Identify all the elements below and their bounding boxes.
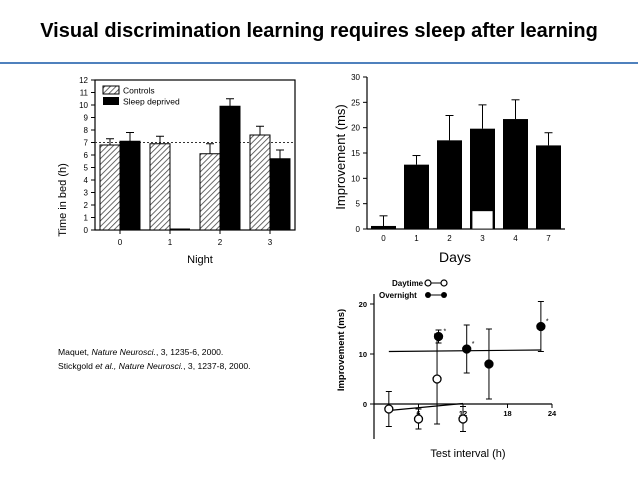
y-tick-label: 0 bbox=[84, 226, 89, 235]
x-tick-label: 3 bbox=[268, 238, 273, 247]
x-tick-label: 7 bbox=[546, 234, 551, 243]
point-overnight bbox=[484, 359, 494, 369]
error-bar bbox=[256, 125, 264, 135]
y-tick-label: 12 bbox=[79, 76, 88, 85]
y-tick-label: 5 bbox=[356, 200, 361, 209]
error-bar bbox=[206, 143, 214, 154]
x-axis-label: Night bbox=[187, 254, 213, 266]
point-daytime bbox=[384, 404, 394, 414]
bar-sleep-deprived bbox=[170, 228, 190, 230]
x-tick-label: 24 bbox=[548, 409, 557, 418]
x-axis-label: Test interval (h) bbox=[430, 448, 505, 460]
legend-swatch-sleep-deprived bbox=[103, 97, 119, 105]
x-tick-label: 0 bbox=[118, 238, 123, 247]
bar bbox=[404, 164, 429, 229]
bar bbox=[437, 140, 462, 229]
x-tick-label: 18 bbox=[503, 409, 511, 418]
open-bar bbox=[471, 210, 494, 230]
error-bar bbox=[544, 132, 553, 146]
error-bar bbox=[511, 99, 520, 120]
y-tick-label: 2 bbox=[84, 201, 89, 210]
reference-2: Stickgold et al., Nature Neurosci., 3, 1… bbox=[58, 361, 251, 371]
bar-controls bbox=[199, 153, 221, 231]
x-axis-label: Days bbox=[439, 249, 471, 265]
y-tick-label: 10 bbox=[351, 174, 360, 183]
y-tick-label: 20 bbox=[359, 300, 367, 309]
x-tick-label: 1 bbox=[168, 238, 173, 247]
x-tick-label: 2 bbox=[218, 238, 223, 247]
x-tick-label: 3 bbox=[480, 234, 485, 243]
y-tick-label: 6 bbox=[84, 151, 89, 160]
significance-marker: * bbox=[444, 329, 447, 336]
legend-label-sleep-deprived: Sleep deprived bbox=[123, 97, 180, 107]
legend-label-daytime: Daytime bbox=[392, 279, 424, 288]
bar bbox=[536, 145, 561, 229]
error-bar bbox=[156, 135, 164, 144]
y-tick-label: 0 bbox=[363, 400, 367, 409]
y-tick-label: 9 bbox=[84, 114, 89, 123]
point-overnight bbox=[536, 321, 546, 332]
significance-marker: * bbox=[546, 319, 549, 326]
y-tick-label: 3 bbox=[84, 189, 89, 198]
title-rule bbox=[0, 62, 638, 64]
point-overnight bbox=[462, 344, 472, 354]
point-daytime bbox=[432, 374, 442, 384]
point-daytime bbox=[413, 414, 424, 424]
error-bar bbox=[126, 132, 134, 142]
error-bar bbox=[412, 155, 421, 165]
y-tick-label: 4 bbox=[84, 176, 89, 185]
y-tick-label: 10 bbox=[79, 101, 88, 110]
improvement-days-chart: 0 5 10 15 20 25 30 0 1 2 3 4 7 Improvement (ms) Days bbox=[333, 73, 565, 265]
error-bar bbox=[478, 190, 487, 211]
bar bbox=[503, 119, 528, 229]
significance-marker: * bbox=[472, 341, 475, 348]
error-bar bbox=[226, 98, 234, 107]
legend-label-overnight: Overnight bbox=[379, 291, 417, 300]
bar-controls bbox=[99, 144, 121, 231]
bar-sleep-deprived bbox=[119, 140, 141, 231]
error-bar bbox=[445, 115, 454, 141]
y-tick-label: 25 bbox=[351, 98, 360, 107]
bar-sleep-deprived bbox=[219, 105, 241, 231]
point-overnight bbox=[433, 331, 444, 342]
legend-swatch-controls bbox=[102, 85, 120, 95]
x-tick-label: 0 bbox=[381, 234, 386, 243]
bar bbox=[371, 225, 396, 229]
y-tick-label: 20 bbox=[351, 124, 360, 133]
x-tick-label: 1 bbox=[414, 234, 419, 243]
improvement-interval-chart: 010206121824 *** Daytime Overnight Impro… bbox=[336, 279, 557, 460]
legend-marker-overnight bbox=[425, 292, 447, 298]
y-tick-label: 7 bbox=[84, 139, 89, 148]
error-bar bbox=[379, 215, 388, 226]
slide-title: Visual discrimination learning requires … bbox=[40, 20, 598, 42]
y-tick-label: 5 bbox=[84, 164, 89, 173]
y-tick-label: 0 bbox=[356, 225, 361, 234]
fit-line-daytime bbox=[388, 402, 464, 412]
y-tick-label: 30 bbox=[351, 73, 360, 82]
references: Maquet, Nature Neurosci., 3, 1235-6, 200… bbox=[58, 345, 251, 373]
error-bar bbox=[478, 104, 487, 129]
y-tick-label: 1 bbox=[84, 214, 89, 223]
y-axis-label: Improvement (ms) bbox=[336, 309, 347, 391]
bar-controls bbox=[149, 143, 171, 231]
legend-marker-daytime bbox=[424, 279, 448, 287]
reference-1: Maquet, Nature Neurosci., 3, 1235-6, 200… bbox=[58, 347, 224, 357]
x-tick-label: 2 bbox=[447, 234, 452, 243]
y-tick-label: 8 bbox=[84, 126, 89, 135]
bar-controls bbox=[249, 134, 271, 231]
y-tick-label: 15 bbox=[351, 149, 360, 158]
y-tick-label: 10 bbox=[359, 350, 367, 359]
y-axis-label: Time in bed (h) bbox=[57, 163, 69, 237]
error-bar bbox=[276, 149, 284, 159]
legend-label-controls: Controls bbox=[123, 86, 155, 96]
point-daytime bbox=[458, 414, 468, 424]
y-tick-label: 11 bbox=[80, 89, 89, 98]
bar-sleep-deprived bbox=[269, 158, 291, 231]
error-bar bbox=[106, 138, 114, 145]
x-tick-label: 4 bbox=[513, 234, 518, 243]
y-axis-label: Improvement (ms) bbox=[333, 104, 348, 209]
